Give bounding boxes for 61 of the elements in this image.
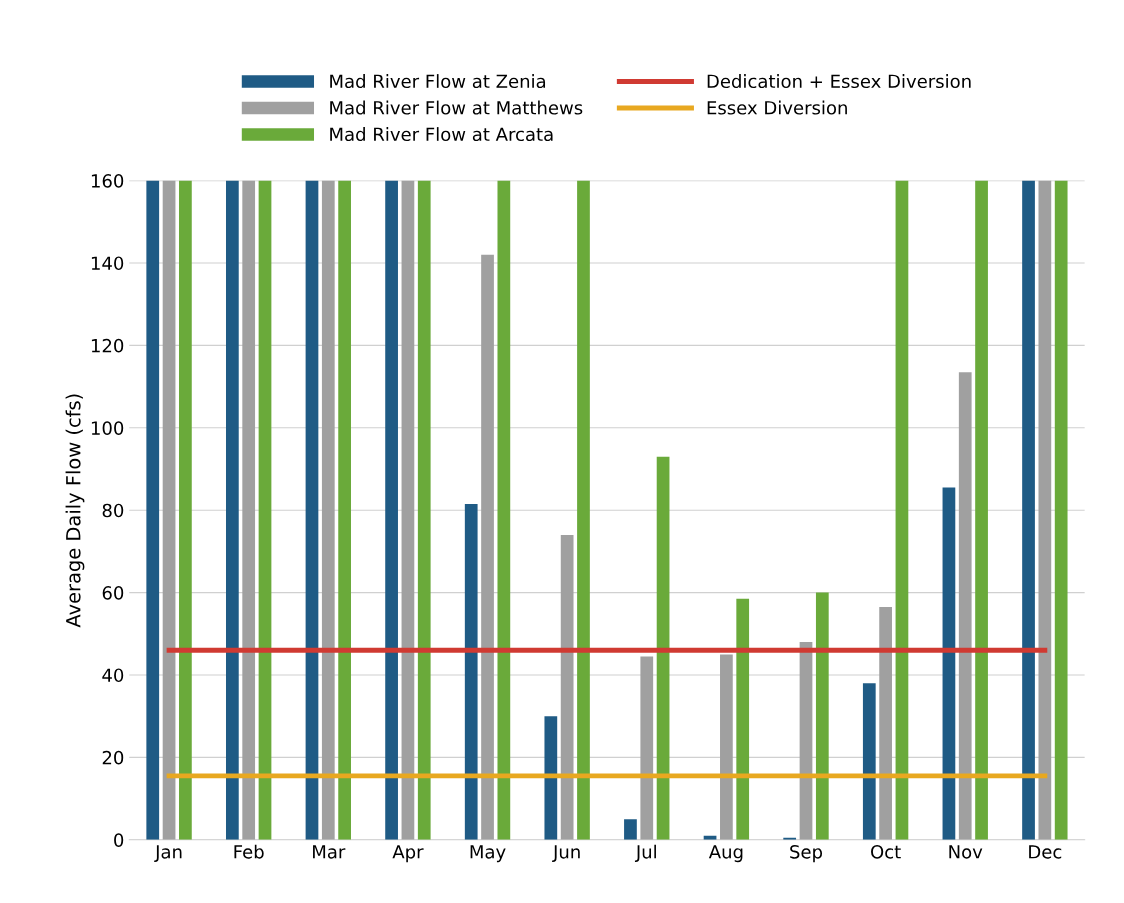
- bar: [497, 180, 511, 840]
- x-tick-label: Jun: [552, 845, 580, 862]
- y-tick-label: 0: [114, 833, 124, 847]
- bar: [958, 372, 972, 840]
- bar: [975, 180, 988, 840]
- bar: [162, 180, 176, 840]
- x-tick-label: Jan: [154, 845, 182, 862]
- x-tick-label: Aug: [708, 845, 743, 863]
- bar: [942, 487, 956, 840]
- bar: [179, 180, 192, 840]
- y-tick-label: 80: [102, 503, 124, 518]
- bar: [385, 180, 398, 840]
- legend-label: Mad River Flow at Zenia: [330, 74, 546, 89]
- bar: [879, 607, 892, 840]
- bar: [401, 180, 415, 840]
- bar: [1022, 180, 1035, 840]
- y-axis-title: Average Daily Flow (cfs): [65, 394, 85, 628]
- bar: [560, 534, 574, 840]
- legend-label: Mad River Flow at Matthews: [330, 100, 583, 115]
- bar: [656, 456, 670, 840]
- bar: [862, 683, 876, 840]
- bar: [640, 656, 654, 840]
- bar: [225, 180, 239, 840]
- bar: [146, 180, 160, 840]
- x-tick-label: Sep: [790, 844, 823, 863]
- y-tick-label: 120: [91, 338, 124, 353]
- bar: [577, 180, 590, 840]
- bar: [481, 254, 494, 840]
- y-tick-label: 100: [91, 421, 124, 435]
- x-tick-label: Apr: [392, 845, 424, 863]
- x-tick-label: Mar: [313, 845, 346, 859]
- bar: [242, 180, 256, 840]
- legend-label: Dedication + Essex Diversion: [707, 74, 971, 89]
- x-tick-label: Jul: [634, 844, 656, 862]
- y-tick-label: 60: [102, 586, 124, 600]
- bar: [1054, 180, 1068, 840]
- legend-label: Essex Diversion: [707, 100, 847, 115]
- bar: [624, 819, 637, 840]
- x-tick-label: Oct: [871, 844, 901, 859]
- bar: [895, 180, 909, 840]
- y-tick-label: 40: [102, 668, 124, 683]
- bar: [1038, 180, 1052, 840]
- bar: [464, 504, 478, 840]
- y-tick-label: 140: [91, 256, 124, 271]
- bar: [321, 180, 335, 840]
- legend-label: Mad River Flow at Arcata: [330, 127, 553, 142]
- bar: [544, 716, 558, 840]
- bar: [815, 592, 829, 840]
- bar: [417, 180, 431, 840]
- x-tick-label: Dec: [1029, 845, 1062, 859]
- bar: [258, 180, 272, 840]
- y-tick-label: 160: [91, 174, 124, 188]
- x-tick-label: Nov: [949, 845, 983, 859]
- bar: [305, 180, 319, 840]
- x-tick-label: May: [470, 845, 506, 863]
- bar: [338, 180, 351, 840]
- bar: [736, 598, 750, 840]
- x-tick-label: Feb: [234, 844, 264, 859]
- y-tick-label: 20: [102, 750, 124, 765]
- bar: [799, 642, 813, 840]
- bar: [720, 654, 733, 840]
